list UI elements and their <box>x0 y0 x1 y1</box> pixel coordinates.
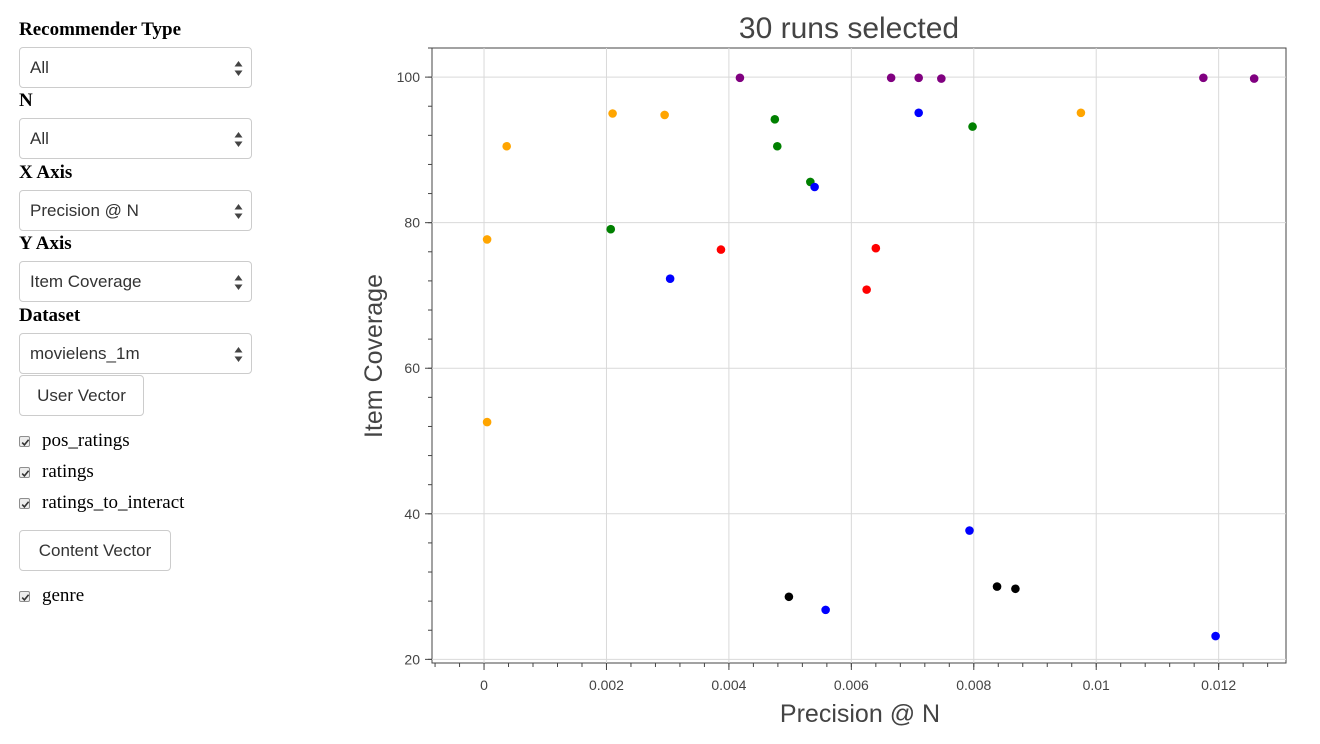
checkmark-icon <box>21 593 30 601</box>
x-tick-label: 0.006 <box>834 677 869 693</box>
checkbox-ratings[interactable]: ratings <box>19 461 94 483</box>
data-point <box>992 582 1002 591</box>
select-arrows-icon <box>234 204 243 219</box>
data-point <box>810 182 819 192</box>
n-label: N <box>19 90 33 111</box>
dataset-select[interactable]: movielens_1m <box>19 333 252 374</box>
dataset-value: movielens_1m <box>30 344 140 363</box>
n-value: All <box>30 129 49 148</box>
n-select[interactable]: All <box>19 118 252 159</box>
data-point <box>660 110 669 120</box>
select-arrows-icon <box>234 347 243 362</box>
data-points <box>482 73 1259 641</box>
data-point <box>772 141 782 151</box>
x-tick-label: 0.008 <box>956 677 991 693</box>
checkbox-ratings-to-interact-box[interactable] <box>19 497 30 509</box>
y-tick-label: 80 <box>404 215 420 231</box>
data-point <box>968 122 977 131</box>
select-arrows-icon <box>234 132 243 147</box>
y-tick-label: 60 <box>404 360 420 376</box>
data-point <box>914 108 923 118</box>
checkbox-ratings-box[interactable] <box>19 466 30 478</box>
checkbox-label: genre <box>42 585 85 606</box>
grid-lines <box>432 48 1286 663</box>
dataset-label: Dataset <box>19 305 81 326</box>
recommender-type-select[interactable]: All <box>19 47 252 88</box>
plot-area[interactable] <box>431 47 1287 664</box>
x-axis-select[interactable]: Precision @ N <box>19 190 252 231</box>
recommender-type-label: Recommender Type <box>19 19 182 40</box>
checkbox-label: ratings <box>42 461 94 482</box>
x-axis-title: Precision @ N <box>780 700 940 728</box>
data-point <box>606 224 616 234</box>
checkbox-genre-box[interactable] <box>19 590 30 602</box>
data-point <box>1249 74 1259 83</box>
data-point <box>914 73 923 83</box>
axes: 0 0.002 0.004 0.006 0.008 0.01 0.012 20 40 60 80 10… <box>397 47 1269 693</box>
x-tick-label: 0.01 <box>1083 677 1110 693</box>
data-point <box>770 115 780 124</box>
x-tick-label: 0.002 <box>589 677 624 693</box>
checkbox-label: pos_ratings <box>42 430 130 451</box>
y-axis-label: Y Axis <box>19 233 72 254</box>
checkbox-label: ratings_to_interact <box>42 492 185 513</box>
select-arrows-icon <box>234 61 243 76</box>
data-point <box>784 592 794 602</box>
x-axis-value: Precision @ N <box>30 201 139 220</box>
data-point <box>862 285 871 294</box>
data-point <box>502 141 511 151</box>
checkbox-ratings-to-interact[interactable]: ratings_to_interact <box>19 492 184 514</box>
data-point <box>608 109 617 118</box>
checkbox-genre[interactable]: genre <box>19 585 84 607</box>
select-arrows-icon <box>234 275 243 290</box>
data-point <box>716 245 726 254</box>
recommender-type-value: All <box>30 58 49 77</box>
checkmark-icon <box>21 500 30 508</box>
data-point <box>482 417 492 427</box>
x-tick-label: 0.012 <box>1201 677 1236 693</box>
checkmark-icon <box>21 438 30 446</box>
data-point <box>665 274 675 284</box>
data-point <box>735 73 745 83</box>
user-vector-button[interactable]: User Vector <box>19 375 144 416</box>
y-axis-value: Item Coverage <box>30 272 142 291</box>
y-tick-label: 40 <box>404 506 420 522</box>
checkmark-icon <box>21 469 30 477</box>
data-point <box>937 74 946 83</box>
x-axis-label: X Axis <box>19 162 73 183</box>
data-point <box>1011 584 1020 594</box>
chart-title: 30 runs selected <box>739 12 959 45</box>
sidebar: Recommender Type All N All X Axis Precis… <box>19 0 259 744</box>
y-tick-label: 100 <box>397 69 421 85</box>
y-axis-title: Item Coverage <box>360 274 388 438</box>
data-point <box>965 526 974 535</box>
data-point <box>886 73 896 83</box>
y-tick-label: 20 <box>404 651 420 667</box>
checkbox-pos-ratings-box[interactable] <box>19 435 30 447</box>
data-point <box>1076 108 1086 118</box>
x-tick-label: 0 <box>480 677 488 693</box>
x-tick-label: 0.004 <box>711 677 746 693</box>
data-point <box>871 243 881 253</box>
data-point <box>1211 631 1220 641</box>
data-point <box>482 235 492 244</box>
y-axis-select[interactable]: Item Coverage <box>19 261 252 302</box>
data-point <box>821 605 830 615</box>
content-vector-button[interactable]: Content Vector <box>19 530 171 571</box>
checkbox-pos-ratings[interactable]: pos_ratings <box>19 430 130 452</box>
data-point <box>1199 73 1208 83</box>
